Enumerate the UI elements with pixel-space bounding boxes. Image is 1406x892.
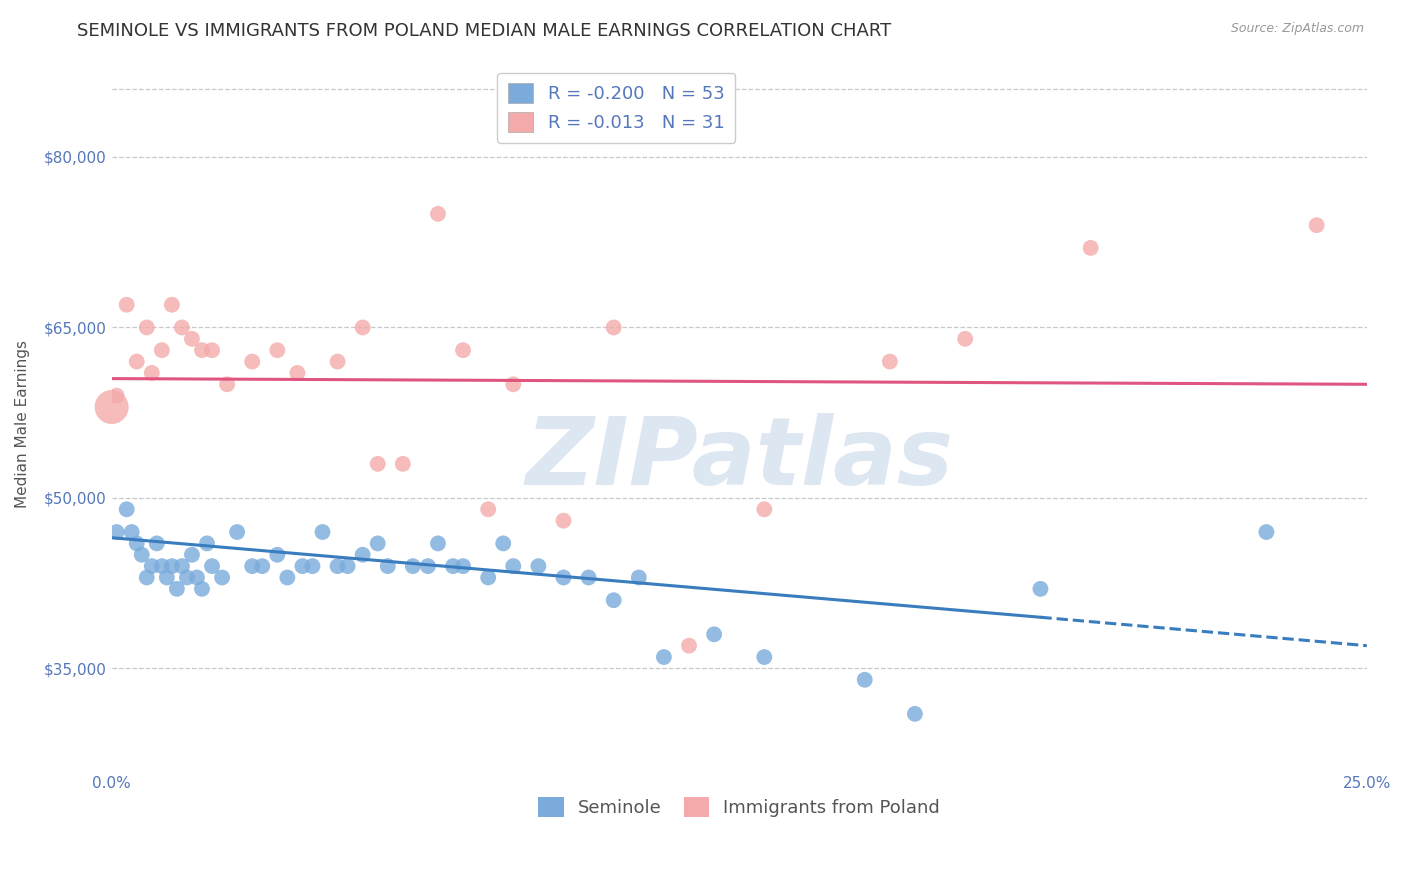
Point [135,570,157,584]
Text: SEMINOLE VS IMMIGRANTS FROM POLAND MEDIAN MALE EARNINGS CORRELATION CHART: SEMINOLE VS IMMIGRANTS FROM POLAND MEDIA… [77,22,891,40]
Point [451,343,474,358]
Point [121,524,143,539]
Point [131,548,153,562]
Point [226,524,249,539]
Point [135,320,157,334]
Point [336,559,359,574]
Point [1080,241,1102,255]
Point [181,548,204,562]
Point [105,389,128,403]
Point [170,320,193,334]
Point [176,570,198,584]
Y-axis label: Median Male Earnings: Median Male Earnings [15,340,30,508]
Point [441,559,464,574]
Text: Source: ZipAtlas.com: Source: ZipAtlas.com [1230,22,1364,36]
Point [146,536,169,550]
Point [291,559,314,574]
Point [527,559,550,574]
Point [879,354,901,368]
Point [416,559,439,574]
Point [367,536,389,550]
Point [427,536,450,550]
Point [492,536,515,550]
Point [287,366,309,380]
Point [217,377,239,392]
Point [211,570,233,584]
Point [181,332,204,346]
Point [125,354,148,368]
Point [502,377,524,392]
Point [301,559,323,574]
Point [105,524,128,539]
Point [352,548,374,562]
Point [553,514,575,528]
Point [276,570,298,584]
Point [502,559,524,574]
Point [156,570,179,584]
Point [141,366,163,380]
Point [166,582,188,596]
Point [311,524,333,539]
Point [377,559,399,574]
Point [402,559,425,574]
Point [703,627,725,641]
Point [326,559,349,574]
Point [392,457,415,471]
Point [150,559,173,574]
Point [1256,524,1278,539]
Point [477,502,499,516]
Point [1305,218,1327,232]
Point [252,559,274,574]
Point [652,650,675,665]
Point [170,559,193,574]
Point [477,570,499,584]
Point [678,639,700,653]
Point [240,354,263,368]
Point [160,298,183,312]
Point [186,570,208,584]
Legend: Seminole, Immigrants from Poland: Seminole, Immigrants from Poland [531,789,948,824]
Point [602,320,624,334]
Point [1029,582,1052,596]
Point [326,354,349,368]
Point [100,400,122,414]
Point [160,559,183,574]
Point [754,502,776,516]
Point [853,673,876,687]
Point [201,343,224,358]
Point [201,559,224,574]
Point [352,320,374,334]
Point [240,559,263,574]
Point [191,582,214,596]
Point [904,706,927,721]
Point [115,298,138,312]
Point [266,343,288,358]
Point [578,570,600,584]
Point [627,570,650,584]
Point [602,593,624,607]
Point [427,207,450,221]
Point [367,457,389,471]
Point [553,570,575,584]
Point [754,650,776,665]
Point [195,536,218,550]
Point [125,536,148,550]
Point [953,332,976,346]
Point [141,559,163,574]
Point [191,343,214,358]
Point [266,548,288,562]
Point [150,343,173,358]
Point [115,502,138,516]
Point [451,559,474,574]
Text: ZIPatlas: ZIPatlas [526,413,953,505]
